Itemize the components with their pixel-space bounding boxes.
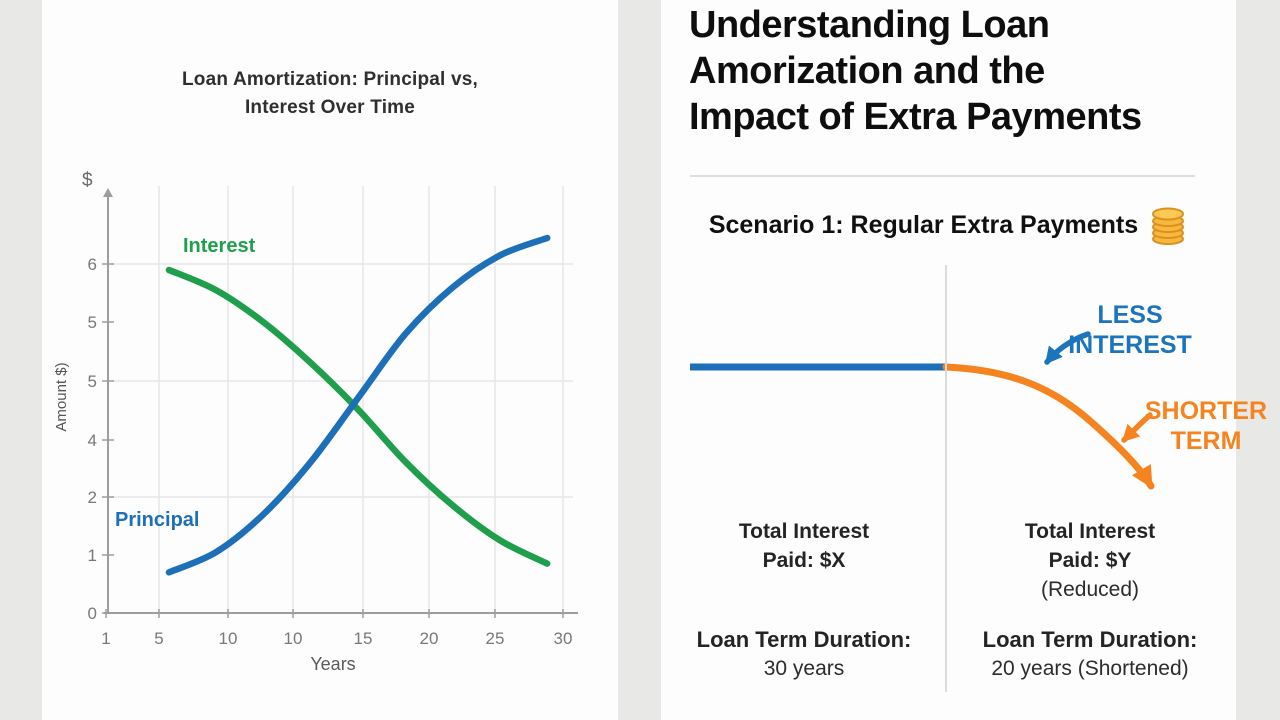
after-term-line1: Loan Term Duration: xyxy=(982,627,1198,652)
page-title-line1: Understanding Loan xyxy=(689,4,1050,46)
before-loan-term: Loan Term Duration: 30 years xyxy=(660,625,948,683)
chart-title: Loan Amortization: Principal vs, Interes… xyxy=(130,66,530,122)
x-tick-label: 25 xyxy=(486,629,505,648)
shorter-term-line1: SHORTER xyxy=(1144,397,1268,425)
after-loan-term: Loan Term Duration: 20 years (Shortened) xyxy=(944,625,1236,683)
before-term-line2: 30 years xyxy=(763,657,845,680)
x-tick-label: 1 xyxy=(101,629,110,648)
shorter-term-annotation: SHORTER TERM xyxy=(1140,396,1272,456)
x-tick-label: 20 xyxy=(420,629,439,648)
before-term-line1: Loan Term Duration: xyxy=(696,627,912,652)
page-title-line3: Impact of Extra Payments xyxy=(689,96,1142,138)
before-interest-line2: Paid: $X xyxy=(762,549,846,572)
y-tick-label: 2 xyxy=(88,488,97,507)
coin-stack-icon xyxy=(1152,207,1185,245)
after-interest-line2: Paid: $Y xyxy=(1048,549,1132,572)
y-tick-label: 0 xyxy=(88,604,97,623)
less-interest-line1: LESS xyxy=(1097,301,1163,329)
y-axis-label: Amount $) xyxy=(53,362,70,432)
before-interest-line1: Total Interest xyxy=(738,520,870,543)
x-tick-label: 10 xyxy=(284,629,303,648)
shorter-term-line2: TERM xyxy=(1170,427,1242,455)
principal-curve xyxy=(165,234,551,576)
x-tick-label: 30 xyxy=(554,629,573,648)
after-total-interest: Total Interest Paid: $Y (Reduced) xyxy=(948,517,1232,604)
balance-curve-after xyxy=(942,363,1155,490)
x-tick-label: 10 xyxy=(219,629,238,648)
right-panel xyxy=(661,0,1236,720)
y-tick-label: 4 xyxy=(88,431,97,450)
x-tick-label: 15 xyxy=(354,629,373,648)
after-reduced-note: (Reduced) xyxy=(1040,578,1140,601)
less-interest-annotation: LESS INTEREST xyxy=(1040,300,1220,360)
after-interest-line1: Total Interest xyxy=(1024,520,1156,543)
chart-title-line2: Interest Over Time xyxy=(244,97,416,118)
less-interest-line2: INTEREST xyxy=(1068,331,1192,359)
scenario-heading-row: Scenario 1: Regular Extra Payments xyxy=(661,203,1236,247)
y-axis-arrow-icon xyxy=(103,188,113,197)
left-panel xyxy=(42,0,618,720)
interest-series-label: Interest xyxy=(183,235,256,257)
scenario-diagram xyxy=(690,331,1155,490)
less-interest-arrow-icon xyxy=(1044,331,1091,365)
interest-curve xyxy=(165,266,551,567)
title-divider xyxy=(690,175,1195,177)
y-tick-label: 5 xyxy=(88,313,97,332)
before-total-interest: Total Interest Paid: $X xyxy=(666,517,942,575)
shorter-term-arrow-icon xyxy=(1121,412,1153,443)
y-tick-label: 5 xyxy=(88,372,97,391)
y-tick-label: 6 xyxy=(88,255,97,274)
principal-series-label: Principal xyxy=(115,509,200,531)
y-axis-dollar-symbol: $ xyxy=(82,170,93,191)
page-title: Understanding Loan Amorization and the I… xyxy=(689,2,1234,140)
x-tick-label: 5 xyxy=(154,629,163,648)
comparison-divider xyxy=(945,265,947,692)
page-title-line2: Amorization and the xyxy=(689,50,1045,92)
after-term-line2: 20 years (Shortened) xyxy=(991,657,1189,680)
chart-title-line1: Loan Amortization: Principal vs, xyxy=(181,69,478,90)
y-tick-label: 1 xyxy=(88,546,97,565)
scenario-heading: Scenario 1: Regular Extra Payments xyxy=(708,210,1139,239)
x-axis-label: Years xyxy=(310,654,356,674)
